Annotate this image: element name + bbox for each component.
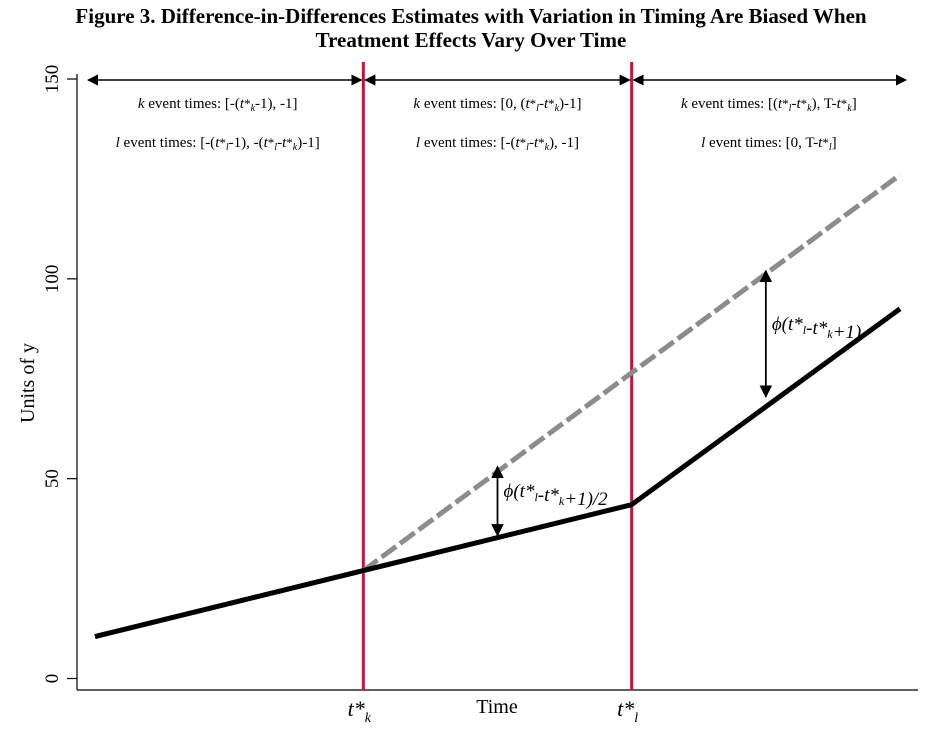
figure-title-line-2: Treatment Effects Vary Over Time: [315, 28, 627, 52]
difference-annotations: ϕ(t*l-t*k+1)/2 ϕ(t*l-t*k+1): [491, 269, 861, 537]
figure-title: Figure 3. Difference-in-Differences Esti…: [0, 4, 942, 52]
observed-series-line: [94, 306, 902, 639]
region-annotations: k event times: [-(t*k-1), -1] l event tim…: [116, 96, 857, 153]
figure-title-line-1: Figure 3. Difference-in-Differences Esti…: [75, 4, 867, 28]
y-ticks: 0 50 100 150: [42, 65, 77, 684]
k-event-times-label: k event times: [-(t*k-1), -1]: [138, 96, 298, 114]
treatment-time-lines: [361, 62, 634, 690]
x-marker-label: t*k: [348, 696, 372, 726]
l-event-times-label: l event times: [-(t*l-1), -(t*l-t*k)-1]: [116, 135, 320, 153]
series-lines: [94, 172, 902, 639]
y-tick-label: 150: [42, 65, 63, 94]
l-event-times-label: l event times: [0, T-t*l]: [701, 135, 837, 153]
x-marker-label: t*l: [617, 696, 638, 726]
counterfactual-series-line: [94, 172, 902, 639]
x-axis-label: Time: [476, 696, 518, 718]
y-tick-label: 50: [42, 469, 63, 488]
difference-label: ϕ(t*l-t*k+1)/2: [504, 481, 609, 510]
y-tick-label: 100: [42, 265, 63, 294]
difference-label: ϕ(t*l-t*k+1): [772, 314, 861, 343]
y-axis-label: Units of y: [17, 343, 39, 423]
k-event-times-label: k event times: [(t*l-t*k), T-t*k]: [681, 96, 857, 114]
l-event-times-label: l event times: [-(t*l-t*k), -1]: [416, 135, 579, 153]
k-event-times-label: k event times: [0, (t*l-t*k)-1]: [413, 96, 581, 114]
y-tick-label: 0: [42, 674, 63, 684]
x-marker-labels: t*k t*l: [348, 696, 639, 726]
